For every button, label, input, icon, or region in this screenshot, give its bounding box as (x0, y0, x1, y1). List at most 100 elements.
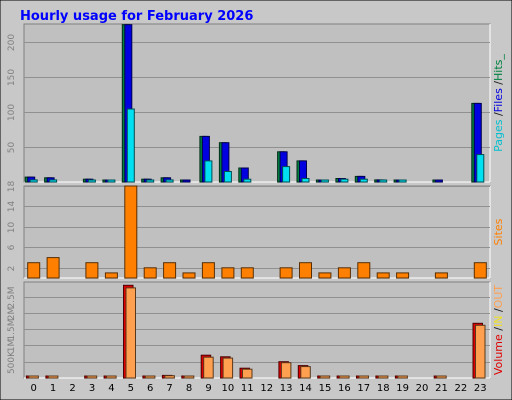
bar-out-19 (397, 375, 408, 379)
legend-entry: / (492, 327, 505, 334)
bar-pages-23 (476, 154, 485, 183)
x-tick-label-13: 13 (280, 383, 293, 394)
legend-entry: / (492, 112, 505, 119)
y-tick-label: 200 (7, 34, 17, 51)
bar-out-7 (164, 375, 175, 379)
bar-sites-14 (299, 262, 312, 279)
bar-sites-11 (240, 267, 254, 279)
bar-sites-7 (163, 262, 177, 279)
bar-pages-3 (87, 179, 96, 183)
x-tick-label-12: 12 (260, 383, 273, 394)
bar-files-8 (182, 179, 191, 183)
x-tick-label-15: 15 (319, 383, 332, 394)
x-tick-label-23: 23 (474, 383, 487, 394)
legend-entry: / (492, 308, 505, 315)
bar-sites-10 (221, 267, 235, 279)
x-tick-label-6: 6 (147, 383, 153, 394)
bar-pages-11 (243, 178, 252, 183)
bar-out-17 (358, 375, 369, 379)
plot-area-hits (23, 23, 491, 183)
bar-sites-18 (376, 272, 390, 279)
bar-sites-1 (46, 257, 60, 279)
bar-pages-15 (320, 179, 329, 183)
y-tick-label: 1.5M (7, 318, 17, 340)
bar-sites-4 (104, 272, 118, 279)
bar-sites-23 (473, 262, 487, 279)
bar-sites-16 (337, 267, 351, 279)
chart-title: Hourly usage for February 2026 (20, 9, 253, 24)
bar-sites-3 (85, 262, 99, 279)
x-tick-label-10: 10 (222, 383, 235, 394)
bar-sites-5 (124, 185, 138, 279)
bar-out-4 (106, 375, 117, 379)
bar-out-6 (144, 375, 156, 379)
x-tick-label-21: 21 (435, 383, 448, 394)
legend-entry: Pages (492, 119, 505, 152)
x-tick-label-4: 4 (108, 383, 114, 394)
bar-sites-6 (143, 267, 157, 279)
x-tick-label-2: 2 (69, 383, 75, 394)
bar-out-13 (280, 362, 292, 379)
bar-out-15 (319, 375, 331, 379)
bar-sites-15 (318, 272, 332, 279)
bar-out-14 (300, 366, 311, 379)
bar-out-11 (242, 368, 253, 379)
y-tick-label: 150 (7, 69, 17, 86)
x-tick-label-20: 20 (416, 383, 429, 394)
y-tick-label: 1M (7, 339, 17, 353)
y-tick-label: 18 (7, 181, 17, 193)
x-tick-label-22: 22 (455, 383, 468, 394)
x-tick-label-16: 16 (338, 383, 351, 394)
legend-entry: Files (492, 88, 505, 112)
x-tick-label-19: 19 (396, 383, 409, 394)
bar-sites-13 (279, 267, 293, 279)
legend-sites: Sites (492, 218, 505, 245)
legend-entry: Hits_ (492, 54, 505, 81)
bar-out-10 (222, 357, 234, 379)
bar-out-18 (377, 375, 389, 379)
bar-out-0 (28, 375, 39, 379)
x-tick-label-9: 9 (205, 383, 211, 394)
bar-pages-19 (398, 179, 407, 183)
bar-out-3 (86, 375, 98, 379)
y-tick-label: 2M (7, 307, 17, 321)
bar-pages-4 (107, 179, 116, 183)
legend-entry: Volume (492, 334, 505, 375)
bar-out-1 (47, 375, 59, 379)
bar-sites-19 (396, 272, 410, 279)
x-tick-label-1: 1 (50, 383, 56, 394)
x-tick-label-8: 8 (186, 383, 192, 394)
bar-pages-17 (359, 178, 368, 183)
y-tick-label: 500K (7, 350, 17, 374)
y-tick-label: 14 (7, 201, 17, 213)
x-tick-label-11: 11 (241, 383, 254, 394)
bar-pages-5 (126, 108, 135, 183)
legend-entry: Sites (492, 218, 505, 245)
bar-pages-16 (340, 178, 349, 183)
bar-pages-0 (29, 179, 38, 183)
x-tick-label-7: 7 (166, 383, 172, 394)
legend-entry: OUT (492, 285, 505, 309)
y-tick-label: 100 (7, 104, 17, 121)
y-tick-label: 2 (7, 266, 17, 272)
bar-pages-10 (223, 171, 232, 183)
bar-sites-9 (201, 262, 215, 279)
y-tick-label: 10 (7, 222, 17, 234)
x-tick-label-14: 14 (299, 383, 312, 394)
x-tick-label-5: 5 (128, 383, 134, 394)
legend-volume: Volume /IN /OUT (492, 285, 505, 376)
bar-pages-7 (165, 179, 174, 183)
bar-out-9 (203, 356, 214, 379)
bar-out-8 (183, 375, 195, 379)
bar-sites-21 (434, 272, 448, 279)
plot-area-sites (23, 185, 491, 279)
bar-pages-18 (379, 179, 388, 183)
bar-sites-8 (182, 272, 196, 279)
bar-pages-1 (49, 179, 58, 183)
y-tick-label: 2.5M (7, 286, 17, 308)
x-tick-label-17: 17 (357, 383, 370, 394)
